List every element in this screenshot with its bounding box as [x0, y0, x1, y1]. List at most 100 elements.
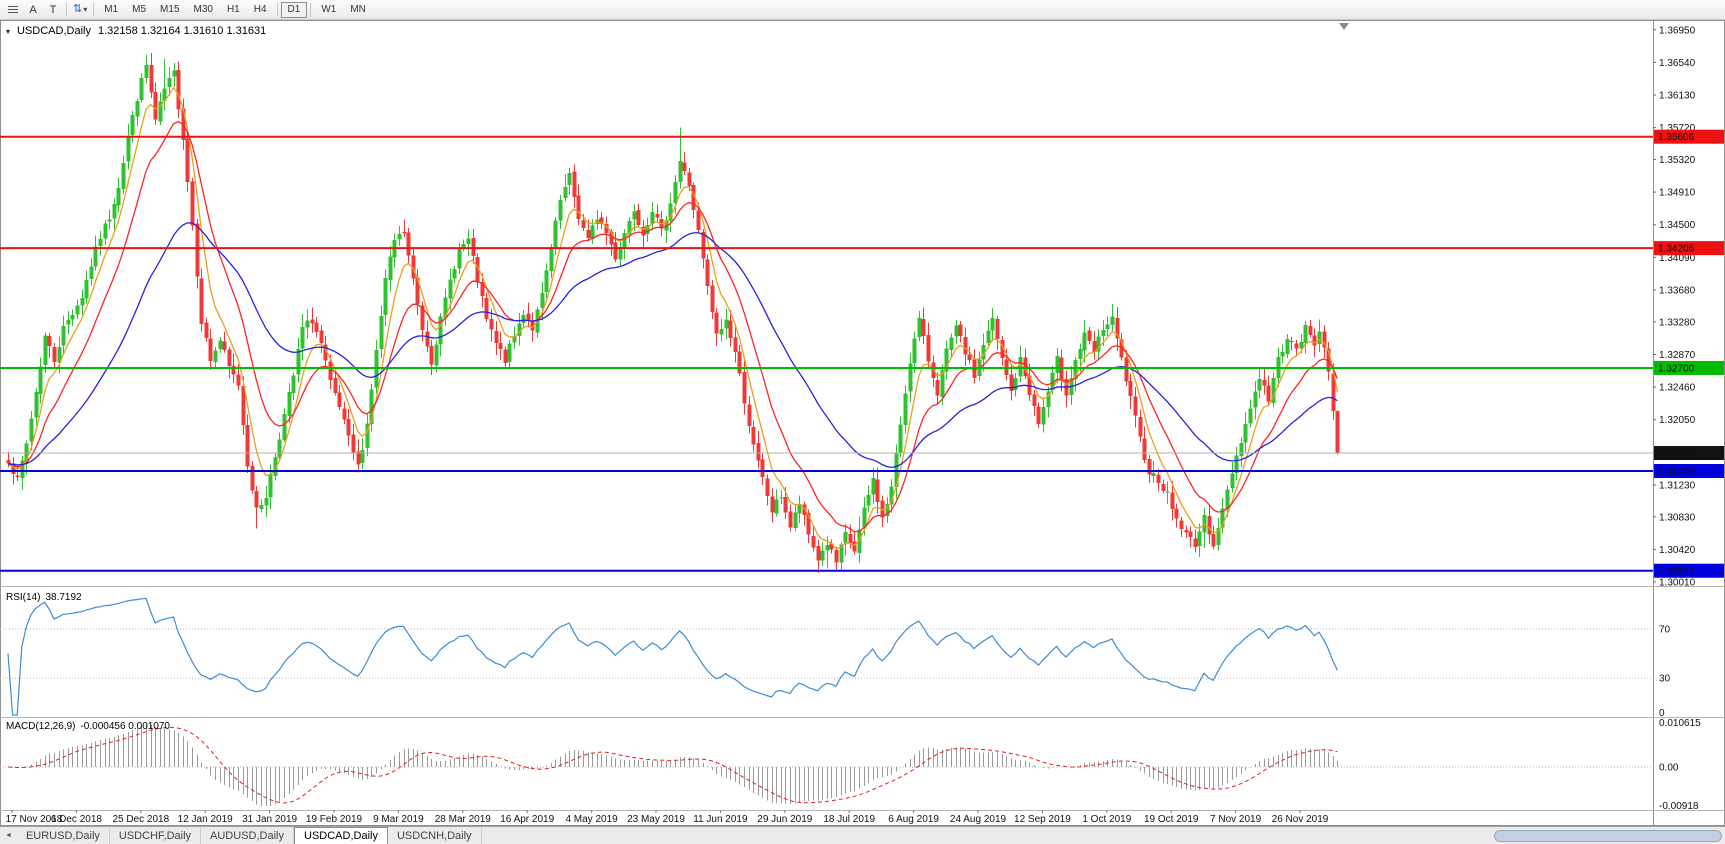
chart-tab-usdcad[interactable]: USDCAD,Daily: [294, 827, 388, 844]
svg-text:25 Dec 2018: 25 Dec 2018: [112, 814, 169, 825]
chart-toolbar: A T ⇅ ▾ M1 M5 M15 M30 H1 H4 D1 W1 MN: [0, 0, 1725, 20]
svg-text:26 Nov 2019: 26 Nov 2019: [1272, 814, 1329, 825]
symbol-period-label: USDCAD,Daily: [17, 25, 91, 37]
svg-text:1.34206: 1.34206: [1658, 244, 1695, 255]
svg-text:17 Nov 2018: 17 Nov 2018: [6, 814, 63, 825]
rsi-label: RSI(14) 38.7192: [6, 592, 82, 603]
svg-text:1.31631: 1.31631: [1658, 449, 1695, 460]
svg-text:1.31405: 1.31405: [1658, 467, 1695, 478]
svg-text:31 Jan 2019: 31 Jan 2019: [242, 814, 297, 825]
timeframe-button-h1[interactable]: H1: [226, 4, 240, 15]
svg-text:-0.00918: -0.00918: [1659, 801, 1699, 812]
svg-text:1 Oct 2019: 1 Oct 2019: [1082, 814, 1131, 825]
tab-scroll-left-icon[interactable]: ◄: [5, 832, 12, 839]
svg-text:1.30010: 1.30010: [1659, 578, 1696, 589]
horizontal-level-lines[interactable]: [0, 135, 1653, 572]
rsi-value: 38.7192: [45, 592, 82, 603]
svg-text:1.30152: 1.30152: [1658, 566, 1695, 577]
timeframe-button-mn[interactable]: MN: [350, 4, 366, 15]
svg-text:30: 30: [1659, 674, 1671, 685]
windows-list-button[interactable]: [3, 1, 23, 18]
svg-text:0.00: 0.00: [1659, 763, 1679, 774]
macd-name: MACD(12,26,9): [6, 721, 76, 732]
updown-arrows-icon: ⇅: [73, 3, 83, 15]
svg-text:28 Mar 2019: 28 Mar 2019: [435, 814, 492, 825]
chart-tab-usdcnh[interactable]: USDCNH,Daily: [388, 827, 482, 844]
svg-text:1.36950: 1.36950: [1659, 25, 1696, 36]
svg-text:1.30830: 1.30830: [1659, 512, 1696, 523]
svg-text:1.32700: 1.32700: [1658, 363, 1695, 374]
chart-tab-audusd[interactable]: AUDUSD,Daily: [201, 827, 294, 844]
macd-histogram: [13, 724, 1338, 806]
svg-text:1.34910: 1.34910: [1659, 188, 1696, 199]
svg-text:1.31230: 1.31230: [1659, 480, 1696, 491]
dropdown-caret-icon: ▾: [83, 5, 88, 14]
svg-text:18 Jul 2019: 18 Jul 2019: [823, 814, 875, 825]
svg-text:6 Dec 2018: 6 Dec 2018: [51, 814, 103, 825]
rsi-name: RSI(14): [6, 592, 41, 603]
menu-icon: [8, 6, 18, 13]
svg-text:1.33280: 1.33280: [1659, 317, 1696, 328]
svg-text:0: 0: [1659, 708, 1665, 719]
timeframe-button-w1[interactable]: W1: [321, 4, 337, 15]
symbol-menu-icon[interactable]: ▾: [6, 26, 11, 36]
timeframe-button-m30[interactable]: M30: [193, 4, 213, 15]
candles: [6, 52, 1340, 574]
chart-tab-eurusd[interactable]: EURUSD,Daily: [17, 827, 110, 844]
text-tool-button[interactable]: T: [49, 3, 57, 16]
svg-text:1.35606: 1.35606: [1658, 132, 1695, 143]
macd-signal-line: [7, 726, 1338, 804]
svg-text:1.32460: 1.32460: [1659, 383, 1696, 394]
timeframe-button-m15[interactable]: M15: [160, 4, 180, 15]
chart-tab-usdchf[interactable]: USDCHF,Daily: [110, 827, 202, 844]
svg-text:12 Jan 2019: 12 Jan 2019: [178, 814, 233, 825]
rsi-line: [7, 597, 1338, 716]
svg-text:19 Feb 2019: 19 Feb 2019: [306, 814, 363, 825]
timeframe-button-m5[interactable]: M5: [132, 4, 147, 15]
svg-text:11 Jun 2019: 11 Jun 2019: [693, 814, 748, 825]
svg-text:1.35720: 1.35720: [1659, 123, 1696, 134]
chart-tabs: EURUSD,Daily USDCHF,Daily AUDUSD,Daily USDC…: [17, 827, 482, 844]
svg-text:1.30420: 1.30420: [1659, 545, 1696, 556]
svg-text:24 Aug 2019: 24 Aug 2019: [950, 814, 1007, 825]
chart-canvas[interactable]: 1.36950 1.36540 1.36130 1.35720 1.35320 1.349…: [0, 20, 1725, 826]
timeframe-group: M1 M5 M15 M30 H1 H4 D1 W1 MN: [97, 1, 373, 18]
svg-text:4 May 2019: 4 May 2019: [565, 814, 618, 825]
svg-text:23 May 2019: 23 May 2019: [627, 814, 685, 825]
toolbar-separator: [93, 2, 95, 17]
tabbar-scrollbar-thumb[interactable]: [1494, 829, 1722, 842]
svg-text:19 Oct 2019: 19 Oct 2019: [1144, 814, 1199, 825]
ma-14-line: [7, 120, 1339, 533]
toolbar-separator: [276, 2, 278, 17]
timeframe-button-d1[interactable]: D1: [280, 1, 308, 18]
svg-text:1.34090: 1.34090: [1659, 253, 1696, 264]
svg-text:29 Jun 2019: 29 Jun 2019: [757, 814, 812, 825]
svg-text:1.35320: 1.35320: [1659, 155, 1696, 166]
chart-area[interactable]: 1.36950 1.36540 1.36130 1.35720 1.35320 1.349…: [0, 20, 1725, 826]
chart-header: ▾ USDCAD,Daily 1.32158 1.32164 1.31610 1…: [6, 25, 266, 37]
timeframe-button-m1[interactable]: M1: [104, 4, 119, 15]
svg-text:7 Nov 2019: 7 Nov 2019: [1210, 814, 1262, 825]
svg-text:0.010615: 0.010615: [1659, 718, 1701, 729]
chart-tabs-bar: ◄ EURUSD,Daily USDCHF,Daily AUDUSD,Daily US…: [0, 826, 1725, 844]
svg-text:1.36130: 1.36130: [1659, 91, 1696, 102]
svg-text:1.36540: 1.36540: [1659, 58, 1696, 69]
svg-text:1.34500: 1.34500: [1659, 220, 1696, 231]
svg-text:16 Apr 2019: 16 Apr 2019: [500, 814, 554, 825]
timeframe-button-h4[interactable]: H4: [253, 4, 267, 15]
svg-text:1.32050: 1.32050: [1659, 415, 1696, 426]
text-label-tool-button[interactable]: A: [29, 3, 37, 16]
macd-label: MACD(12,26,9) -0.000456 0.001070: [6, 721, 170, 732]
toolbar-separator: [66, 2, 67, 17]
ohlc-values: 1.32158 1.32164 1.31610 1.31631: [97, 25, 267, 37]
cursor-tool-button[interactable]: ⇅ ▾: [70, 1, 90, 18]
svg-text:9 Mar 2019: 9 Mar 2019: [373, 814, 424, 825]
chart-shift-marker-icon[interactable]: [1339, 23, 1349, 30]
svg-text:12 Sep 2019: 12 Sep 2019: [1014, 814, 1071, 825]
svg-text:1.33680: 1.33680: [1659, 285, 1696, 296]
price-axis-labels: 1.36950 1.36540 1.36130 1.35720 1.35320 1.349…: [1653, 25, 1696, 589]
svg-text:6 Aug 2019: 6 Aug 2019: [888, 814, 939, 825]
svg-text:1.32870: 1.32870: [1659, 350, 1696, 361]
svg-text:70: 70: [1659, 624, 1671, 635]
